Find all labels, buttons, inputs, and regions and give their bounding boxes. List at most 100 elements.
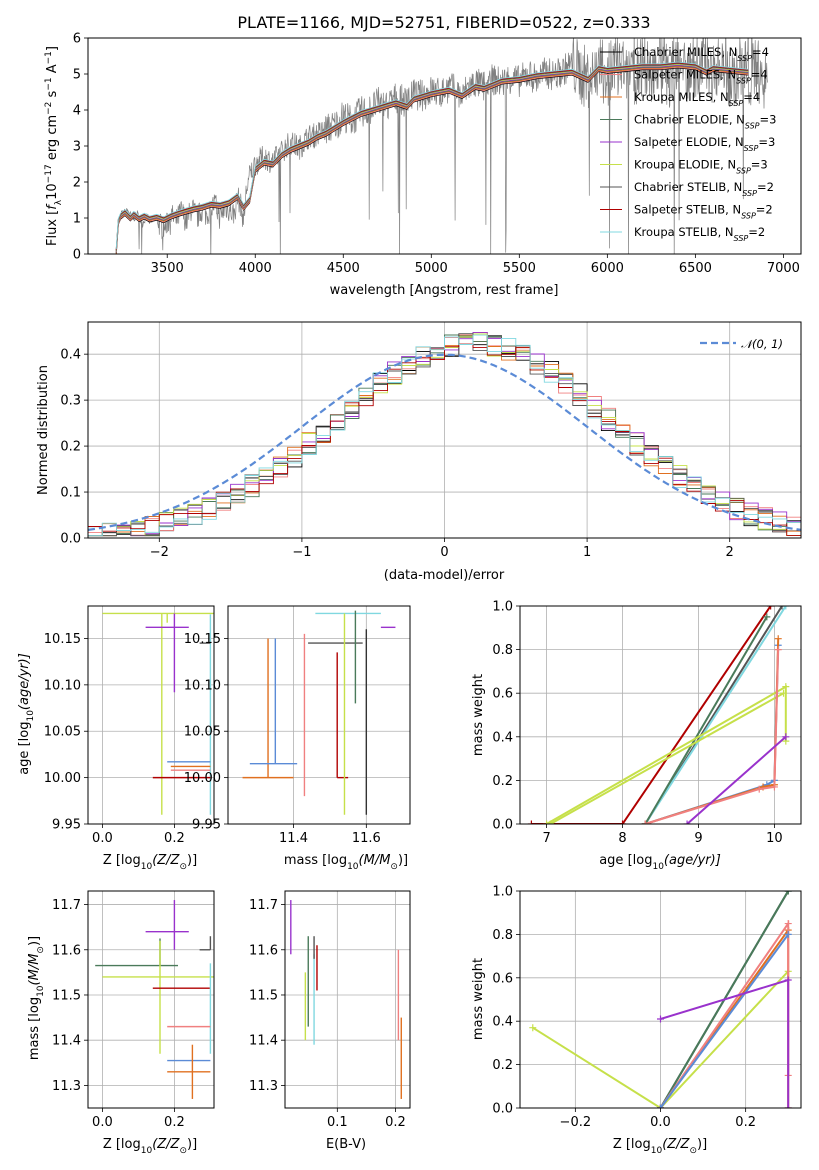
- massweight-vs-age-plot: [527, 606, 790, 824]
- mass-weight-marker: [784, 920, 792, 928]
- mass-weight-marker: [543, 820, 551, 824]
- legend-label-part: SSP: [734, 234, 749, 243]
- spectrum-xtick-label: 5500: [503, 261, 536, 276]
- mass-vs-EBV-ytick-label: 11.5: [249, 988, 278, 1003]
- massweight-vs-Z-ytick-label: 0.4: [492, 1015, 513, 1030]
- age-vs-mass-xlabel-part: (M/M: [359, 853, 391, 868]
- mass-weight-line: [686, 736, 787, 824]
- age-vs-mass-xlabel-part: mass [log: [284, 853, 347, 868]
- age-vs-Z-ytick-label: 10.05: [44, 725, 81, 740]
- mass-weight-marker: [763, 613, 771, 621]
- model-spectrum-line: [115, 67, 749, 254]
- mass-weight-marker: [778, 606, 786, 610]
- massweight-vs-age-axes: 7 8 9 10 0.0 0.2 0.4 0.6 0.8 1.0: [492, 600, 802, 846]
- legend-label-part: =4: [743, 90, 760, 104]
- age-vs-Z-ylabel-part: (age/yr)]: [17, 653, 32, 710]
- massweight-vs-Z-xlabel: Z [log10(Z/Z⊙)]: [613, 1137, 707, 1156]
- mass-weight-line: [549, 692, 784, 824]
- spectrum-title: PLATE=1166, MJD=52751, FIBERID=0522, z=0…: [237, 13, 650, 32]
- mass-vs-Z-ylabel: mass [log10(M/M⊙)]: [27, 936, 46, 1060]
- mass-vs-Z-ytick-label: 11.3: [52, 1079, 81, 1094]
- mass-vs-Z-xtick-label: 0.0: [92, 1115, 113, 1130]
- massweight-vs-Z-ytick-label: 0.2: [492, 1058, 513, 1073]
- legend-label-part: =4: [751, 68, 768, 82]
- age-vs-Z-plot: [102, 612, 214, 815]
- mass-weight-marker: [782, 683, 790, 691]
- massweight-vs-age-ytick-label: 0.2: [492, 774, 513, 789]
- spectrum-ylabel-part: ]: [45, 46, 60, 51]
- massweight-vs-Z-axes: −0.2 0.0 0.2 0.0 0.2 0.4 0.6 0.8 1.0: [492, 885, 802, 1130]
- legend-label-part: Kroupa MILES, N: [634, 90, 729, 104]
- age-vs-Z-xlabel-part: )]: [187, 853, 197, 868]
- mass-vs-Z-ytick-label: 11.7: [52, 898, 81, 913]
- legend-label: Salpeter ELODIE, NSSP=3: [634, 135, 775, 153]
- age-vs-mass-ytick-label: 10.15: [184, 632, 221, 647]
- age-vs-Z-xlabel-part: Z [log: [103, 853, 141, 868]
- spectrum-ytick-label: 1: [73, 212, 81, 227]
- mass-weight-marker: [782, 606, 790, 610]
- age-vs-mass-xtick-label: 11.4: [279, 831, 308, 846]
- legend-label-part: SSP: [741, 211, 756, 220]
- residuals-ytick-label: 0.2: [60, 440, 81, 455]
- model-spectrum-line: [115, 63, 749, 252]
- mass-weight-line: [644, 638, 780, 824]
- age-vs-Z-ytick-label: 10.00: [44, 771, 81, 786]
- age-vs-mass-plot: [242, 610, 396, 815]
- spectrum-ytick-label: 2: [73, 176, 81, 191]
- mass-weight-marker: [774, 646, 782, 654]
- legend-label-part: =3: [758, 135, 775, 149]
- age-vs-mass-frame: [227, 605, 411, 825]
- residuals-ytick-label: 0.1: [60, 486, 81, 501]
- massweight-vs-Z-ytick-label: 0.8: [492, 928, 513, 943]
- mass-weight-marker: [527, 820, 535, 824]
- mass-vs-Z-xlabel-part: Z [log: [103, 1137, 141, 1152]
- mass-weight-line: [645, 649, 780, 824]
- spectrum-ytick-label: 0: [73, 248, 81, 263]
- age-vs-Z-xlabel-part: (Z/Z: [152, 853, 180, 868]
- legend-label-part: Salpeter ELODIE, N: [634, 135, 744, 149]
- mass-vs-Z-axes: 0.0 0.2 11.3 11.4 11.5 11.6 11.7: [52, 890, 215, 1130]
- mass-vs-EBV-xlabel: E(B-V): [326, 1137, 366, 1152]
- massweight-vs-Z-xlabel-part: Z [log: [613, 1137, 651, 1152]
- massweight-vs-age-xtick-label: 7: [542, 831, 550, 846]
- legend-label-part: Salpeter STELIB, N: [634, 203, 741, 217]
- legend-label-part: =2: [748, 225, 765, 239]
- mass-weight-marker: [619, 820, 627, 824]
- mass-weight-marker: [770, 783, 778, 791]
- mass-weight-marker: [784, 976, 792, 984]
- mass-weight-line: [531, 606, 772, 824]
- massweight-vs-Z-ylabel: mass weight: [471, 958, 486, 1040]
- legend-label: Chabrier ELODIE, NSSP=3: [634, 113, 776, 131]
- age-vs-Z-ylabel-part: age [log: [17, 722, 32, 775]
- mass-vs-Z-xtick-label: 0.2: [164, 1115, 185, 1130]
- massweight-vs-age-xtick-label: 8: [618, 831, 626, 846]
- age-vs-mass-xtick-label: 11.6: [352, 831, 381, 846]
- legend-label-part: SSP: [745, 121, 760, 130]
- age-vs-Z-ylabel-part: 10: [26, 710, 36, 722]
- mass-vs-EBV-ytick-label: 11.6: [249, 943, 278, 958]
- mass-weight-marker: [641, 820, 649, 824]
- age-vs-Z-xtick-label: 0.0: [92, 831, 113, 846]
- mass-weight-line: [532, 970, 789, 1108]
- massweight-vs-age-frame: [519, 605, 802, 825]
- massweight-vs-Z-xtick-label: −0.2: [560, 1115, 592, 1130]
- legend-label: Kroupa MILES, NSSP=4: [634, 90, 760, 108]
- mass-vs-EBV-ytick-label: 11.4: [249, 1034, 278, 1049]
- mass-weight-marker: [784, 1104, 792, 1108]
- mass-vs-Z-ylabel-part: (M/M: [27, 954, 42, 986]
- legend-label: Kroupa STELIB, NSSP=2: [634, 225, 765, 243]
- spectrum-xtick-label: 6000: [591, 261, 624, 276]
- age-vs-mass-xlabel: mass [log10(M/M⊙)]: [284, 853, 408, 872]
- model-spectrum-line: [115, 65, 749, 254]
- massweight-vs-Z-plot: [529, 891, 792, 1108]
- spectrum-xtick-label: 7000: [767, 261, 800, 276]
- mass-vs-Z-xlabel: Z [log10(Z/Z⊙)]: [103, 1137, 197, 1156]
- spectrum-ylabel-part: λ: [54, 199, 64, 205]
- legend-label-part: Kroupa STELIB, N: [634, 225, 734, 239]
- age-vs-mass-ytick-label: 10.05: [184, 725, 221, 740]
- mass-vs-Z-xlabel-part: (Z/Z: [152, 1137, 180, 1152]
- spectrum-axes: 3500 4000 4500 5000 5500 6000 6500 7000 0 1 2 3 4 5 6: [73, 32, 802, 276]
- spectrum-ylabel-part: Flux [: [45, 210, 60, 246]
- legend-label-part: Salpeter MILES, N: [634, 68, 736, 82]
